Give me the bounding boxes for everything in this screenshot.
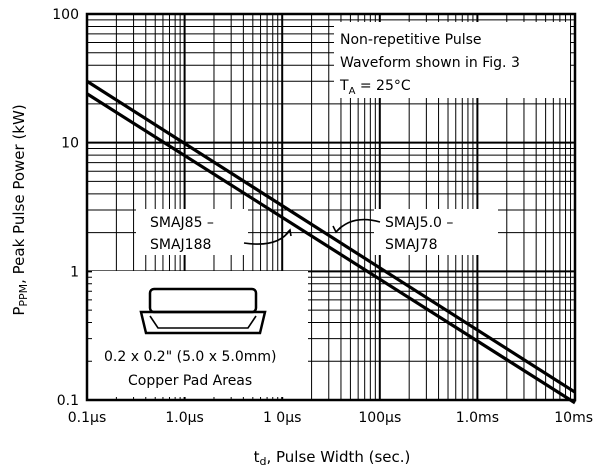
temperature-value: = 25°C (355, 78, 410, 94)
x-tick-label: 100µs (358, 410, 401, 426)
x-tick-labels: 0.1µs 1.0µs 1 0µs 100µs 1.0ms 10ms (68, 410, 593, 426)
series-label-upper-line2: SMAJ78 (385, 237, 438, 253)
waveform-note-line2: Waveform shown in Fig. 3 (340, 55, 520, 71)
y-tick-labels: 0.1 1 10 100 (52, 7, 79, 409)
series-label-upper: SMAJ5.0 – SMAJ78 (374, 209, 498, 255)
y-axis-title: PPPM, Peak Pulse Power (kW) (10, 104, 30, 315)
temperature-note: TA = 25°C (339, 78, 411, 97)
series-label-upper-arrowhead (332, 225, 342, 234)
y-tick-label: 100 (52, 7, 79, 23)
y-axis-title-text: , Peak Pulse Power (kW) (10, 104, 28, 284)
plot-frame (85, 12, 577, 402)
waveform-note-background (334, 22, 570, 98)
x-tick-label: 1 0µs (263, 410, 301, 426)
y-axis-symbol: P (10, 307, 28, 316)
series-label-lower: SMAJ85 – SMAJ188 (136, 209, 248, 255)
series-line-2 (86, 92, 576, 405)
x-tick-label: 10ms (554, 410, 593, 426)
copper-pad-line1: 0.2 x 0.2" (5.0 x 5.0mm) (104, 349, 277, 365)
series-label-lower-line2: SMAJ188 (150, 237, 211, 253)
series-label-upper-background (374, 209, 498, 255)
series-label-lower-background (136, 209, 248, 255)
waveform-note-line1: Non-repetitive Pulse (340, 32, 482, 48)
waveform-note: Non-repetitive Pulse Waveform shown in F… (334, 22, 570, 98)
y-axis-subscript: PPM (17, 284, 30, 307)
copper-pad-line2: Copper Pad Areas (128, 373, 252, 389)
x-axis-symbol: t (254, 448, 260, 466)
series-label-upper-line1: SMAJ5.0 – (385, 215, 453, 231)
package-base (139, 310, 267, 335)
x-tick-label: 1.0ms (456, 410, 499, 426)
smd-package-icon (139, 287, 267, 335)
temperature-symbol: T (339, 78, 349, 94)
copper-pad-inset: 0.2 x 0.2" (5.0 x 5.0mm) Copper Pad Area… (92, 271, 308, 397)
series-label-lower-line1: SMAJ85 – (150, 215, 214, 231)
series-group (86, 79, 576, 405)
package-lead (149, 315, 257, 329)
y-tick-label: 10 (61, 136, 79, 152)
x-tick-label: 1.0µs (165, 410, 203, 426)
x-axis-title: td, Pulse Width (sec.) (254, 448, 411, 468)
temperature-subscript: A (349, 86, 356, 97)
series-label-lower-arrowhead (285, 228, 292, 237)
x-tick-label: 0.1µs (68, 410, 106, 426)
y-tick-label: 1 (70, 264, 79, 280)
series-line-1 (86, 79, 576, 394)
y-tick-label: 0.1 (57, 393, 79, 409)
x-axis-subscript: d (259, 455, 266, 468)
x-axis-title-text: , Pulse Width (sec.) (266, 448, 410, 466)
